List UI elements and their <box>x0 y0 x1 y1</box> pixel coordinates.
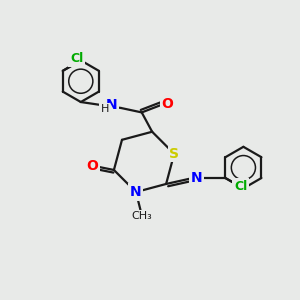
Text: N: N <box>130 185 142 199</box>
Text: Cl: Cl <box>234 180 247 193</box>
Text: O: O <box>162 97 173 110</box>
Text: CH₃: CH₃ <box>131 212 152 221</box>
Text: O: O <box>87 158 98 172</box>
Text: S: S <box>169 147 179 161</box>
Text: N: N <box>190 171 202 185</box>
Text: H: H <box>100 104 109 115</box>
Text: Cl: Cl <box>70 52 83 65</box>
Text: N: N <box>106 98 118 112</box>
